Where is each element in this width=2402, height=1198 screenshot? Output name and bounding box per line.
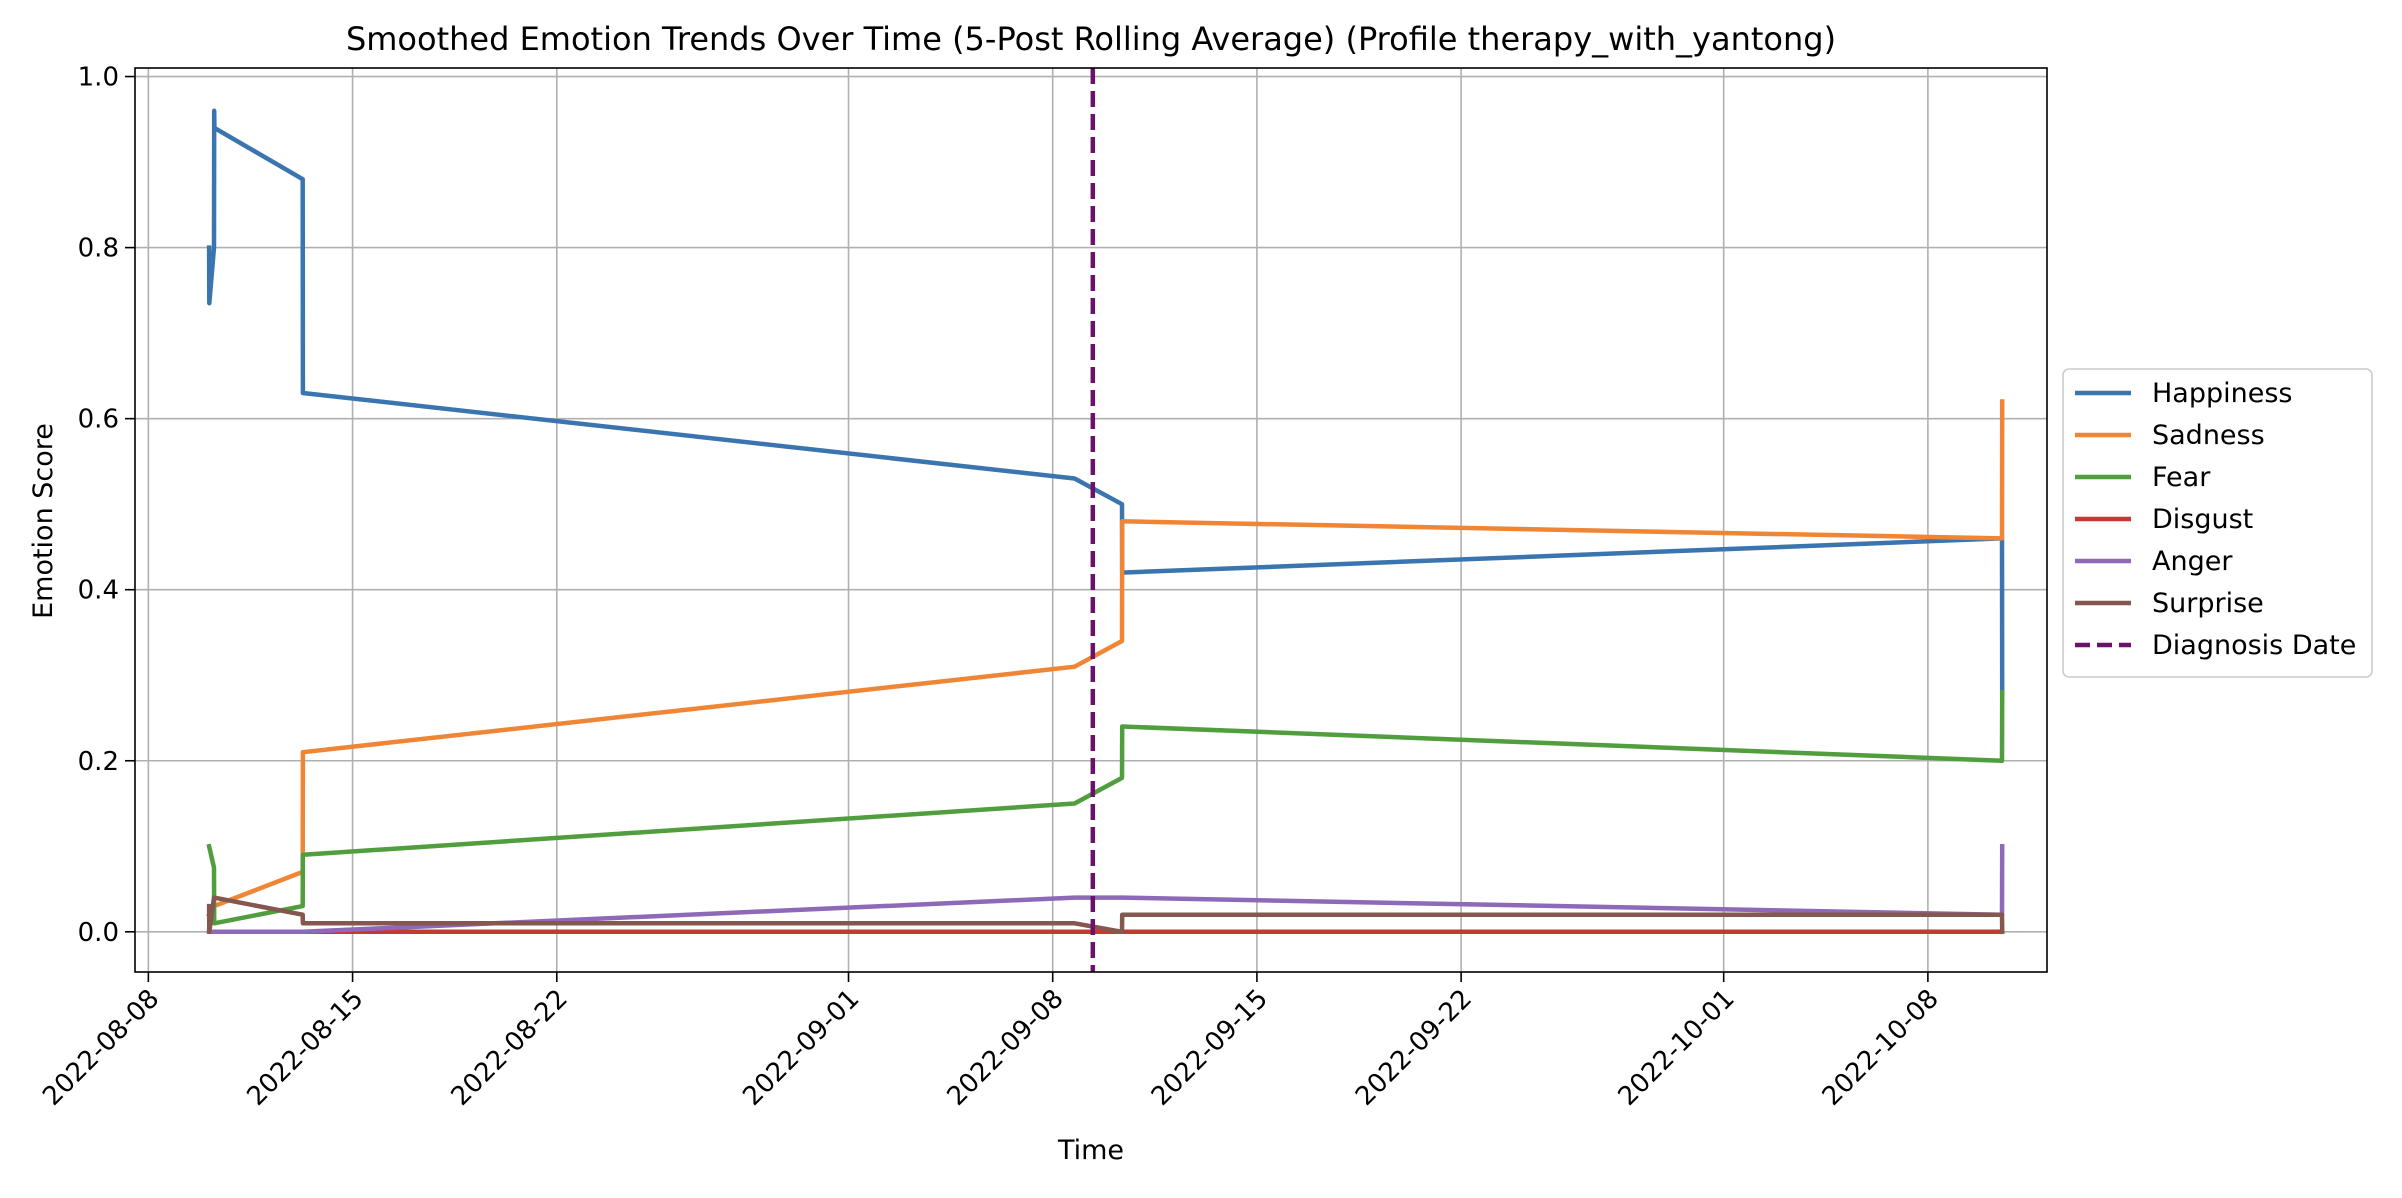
- legend-label-anger: Anger: [2152, 546, 2233, 577]
- series-line-anger: [206, 844, 2005, 935]
- y-tick-label: 0.8: [78, 234, 119, 264]
- legend-label-diagnosis-date: Diagnosis Date: [2152, 630, 2356, 661]
- y-axis-ticks: 0.0 0.2 0.4 0.6 0.8 1.0: [78, 63, 135, 948]
- y-tick-label: 0.6: [78, 405, 119, 435]
- y-axis-label: Emotion Score: [28, 423, 59, 619]
- legend-label-disgust: Disgust: [2152, 504, 2253, 535]
- legend-label-happiness: Happiness: [2152, 378, 2292, 409]
- legend-box: [2062, 368, 2373, 678]
- plot-frame: [134, 67, 2048, 973]
- y-tick-label: 0.4: [78, 576, 119, 606]
- legend-label-surprise: Surprise: [2152, 588, 2264, 619]
- legend-label-fear: Fear: [2152, 462, 2211, 493]
- legend-label-sadness: Sadness: [2152, 420, 2265, 451]
- series-lines: [206, 108, 2005, 935]
- series-line-surprise: [206, 895, 2005, 935]
- x-axis-label: Time: [1057, 1135, 1124, 1166]
- legend: Happiness Sadness Fear Disgust Anger Surprise…: [2062, 368, 2373, 678]
- series-line-sadness: [206, 399, 2005, 918]
- series-line-happiness: [206, 108, 2005, 695]
- chart-title: Smoothed Emotion Trends Over Time (5-Pos…: [346, 20, 1836, 58]
- y-tick-label: 1.0: [78, 63, 119, 93]
- y-tick-label: 0.2: [78, 747, 119, 777]
- y-tick-label: 0.0: [78, 918, 119, 948]
